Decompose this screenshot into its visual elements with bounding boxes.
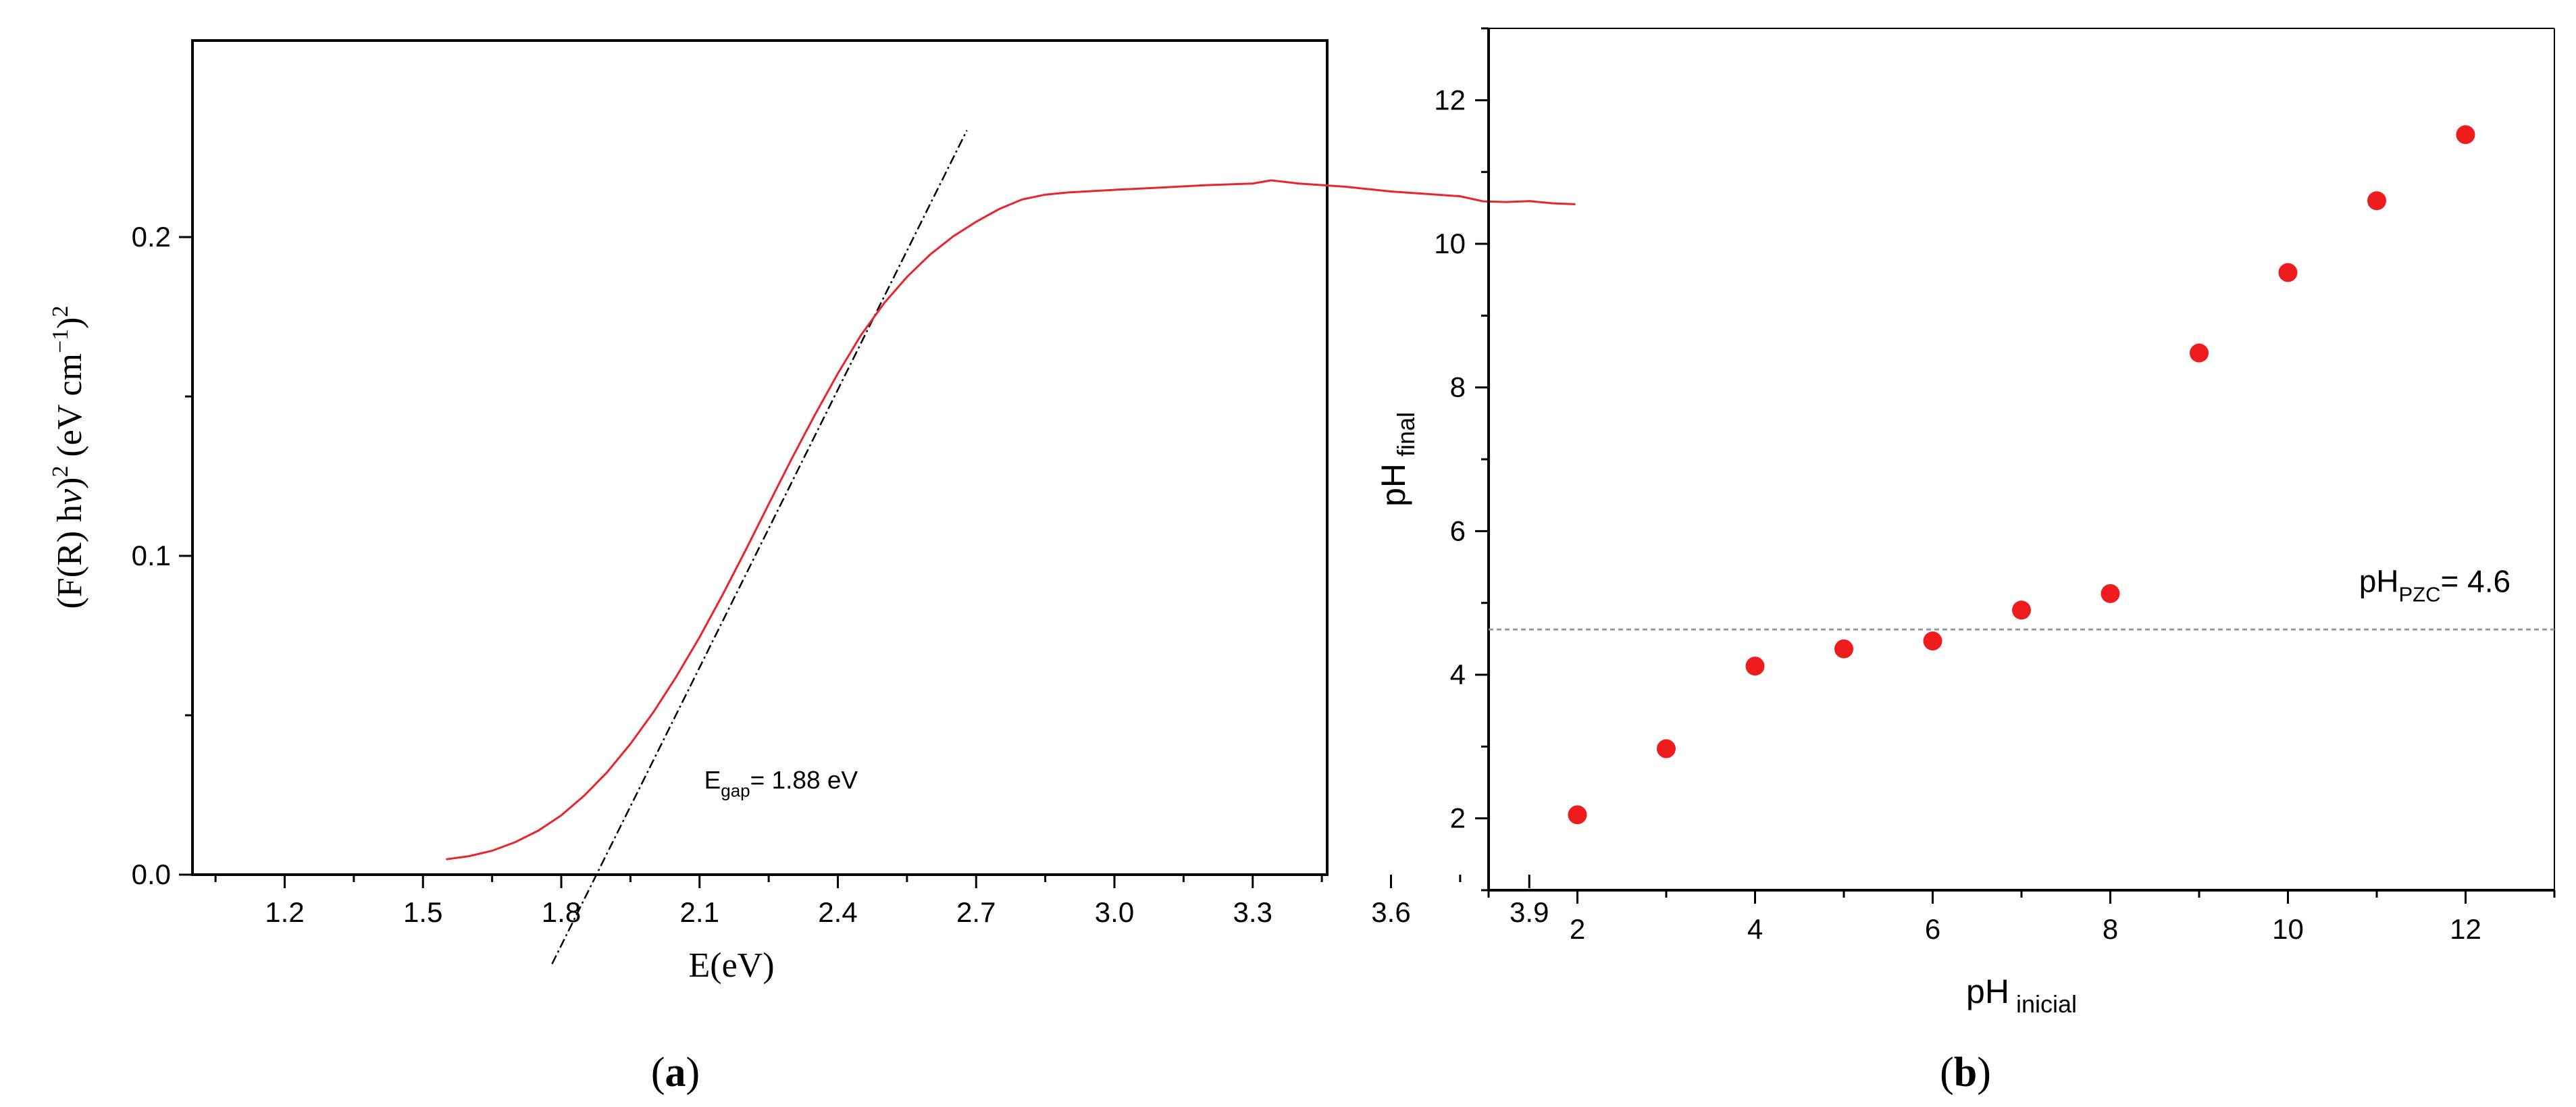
x-tick-label: 3.3 <box>1233 896 1272 928</box>
data-point <box>1745 657 1765 676</box>
x-tick-label: 2.4 <box>818 896 857 928</box>
y-tick-label: 0.1 <box>132 540 171 571</box>
panel-b-x-axis: 2 4 6 8 10 12 <box>1487 890 2556 945</box>
panel-b-y-axis: 2 4 6 8 10 12 <box>1434 27 1489 892</box>
x-tick-label: 1.8 <box>542 896 581 928</box>
x-tick-label: 4 <box>1747 913 1763 945</box>
data-point <box>2367 191 2386 211</box>
x-tick-label: 2 <box>1570 913 1585 945</box>
x-tick-label: 12 <box>2450 913 2481 945</box>
x-tick-label: 1.2 <box>265 896 304 928</box>
panel-b-y-axis-label: pH final <box>1374 412 1420 507</box>
y-tick-label: 0.2 <box>132 221 171 253</box>
data-point <box>2012 600 2031 620</box>
tangent-line <box>551 130 968 964</box>
pzc-annotation: pHPZC= 4.6 <box>2359 564 2510 607</box>
y-tick-label: 12 <box>1434 84 1466 115</box>
data-point <box>2190 343 2209 363</box>
panel-b-label: (b) <box>1940 1050 1991 1096</box>
panel-b-x-axis-label: pH inicial <box>1966 973 2077 1018</box>
x-tick-label: 6 <box>1925 913 1940 945</box>
x-tick-label: 2.7 <box>956 896 996 928</box>
y-tick-label: 10 <box>1434 228 1466 259</box>
data-point <box>1657 739 1676 758</box>
data-point <box>2101 584 2120 603</box>
x-tick-label: 3.0 <box>1095 896 1134 928</box>
panel-a-y-axis-label: (F(R) hν)2 (eV cm−1)2 <box>48 305 89 609</box>
x-tick-label: 1.5 <box>403 896 442 928</box>
panel-a-x-axis: 1.2 1.5 1.8 2.1 2.4 2.7 3.0 3.3 3.6 3.9 <box>214 875 1549 928</box>
panel-a-x-axis-label: E(eV) <box>688 946 774 985</box>
y-tick-label: 0.0 <box>132 858 171 890</box>
data-point <box>1923 632 1942 651</box>
data-point <box>2278 263 2298 282</box>
x-tick-label: 3.6 <box>1371 896 1410 928</box>
absorbance-curve <box>446 179 1576 860</box>
data-point <box>1834 639 1853 659</box>
x-tick-label: 2.1 <box>680 896 719 928</box>
data-point <box>1568 805 1587 825</box>
panel-a-y-axis: 0.0 0.1 0.2 <box>132 221 192 890</box>
panel-a-chart: 0.0 0.1 0.2 1.2 1.5 1.8 2.1 2.4 2.7 3.0 3.3 3.6 3.9… <box>48 39 1576 1096</box>
x-tick-label: 10 <box>2272 913 2304 945</box>
y-tick-label: 6 <box>1450 515 1466 546</box>
egap-annotation: Egap= 1.88 eV <box>704 767 858 801</box>
y-tick-label: 8 <box>1450 371 1466 403</box>
panel-b-data-points <box>1568 125 2475 825</box>
x-tick-label: 8 <box>2103 913 2118 945</box>
data-point <box>2456 125 2475 145</box>
panel-a-plot-frame <box>191 39 1329 876</box>
y-tick-label: 4 <box>1450 659 1466 690</box>
y-tick-label: 2 <box>1450 802 1466 834</box>
panel-a-label: (a) <box>651 1050 700 1096</box>
x-tick-label: 3.9 <box>1510 896 1549 928</box>
